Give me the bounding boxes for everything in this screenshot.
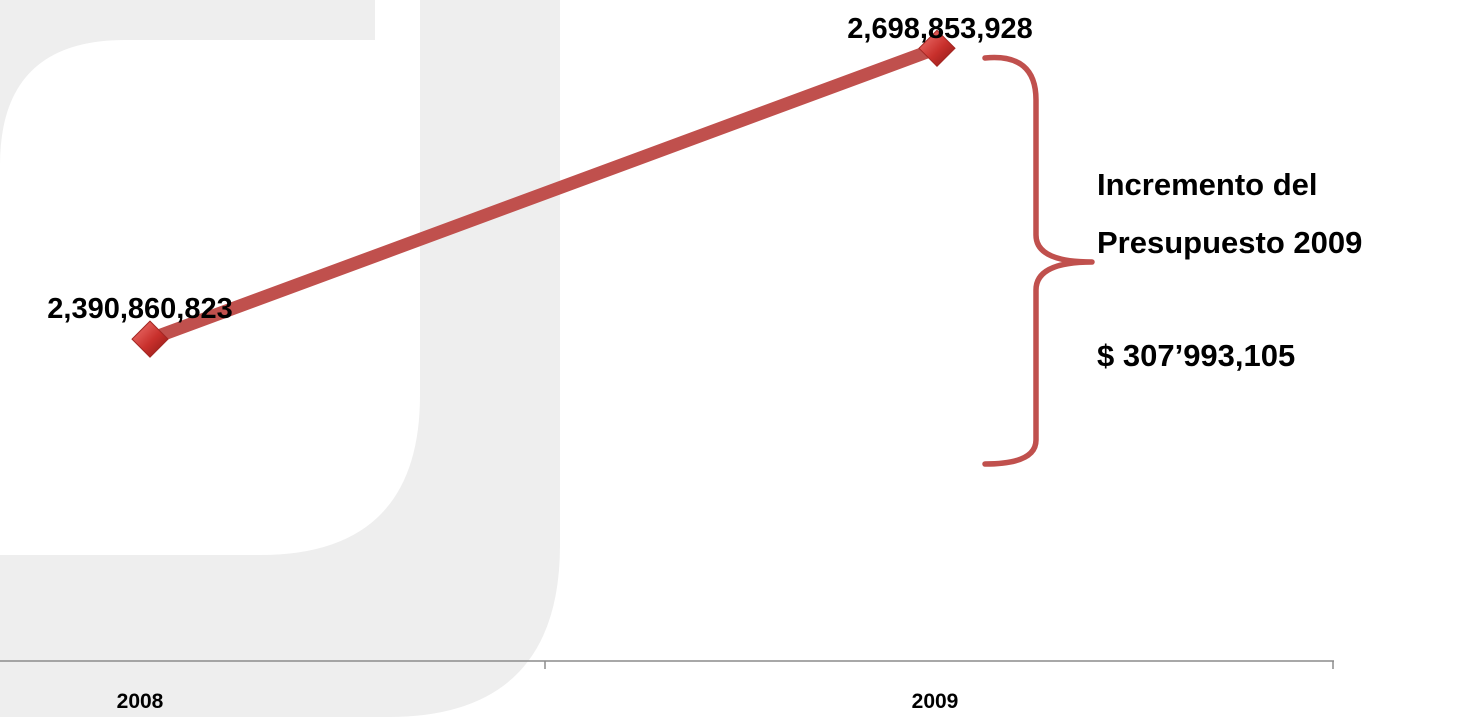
annotation-line-1: Incremento del: [1097, 167, 1318, 202]
data-point-2009-marker: [918, 29, 956, 68]
x-axis: [0, 660, 1334, 669]
series-line: [143, 41, 944, 346]
x-tick-label-2008: 2008: [117, 690, 164, 713]
annotation-line-2: Presupuesto 2009: [1097, 225, 1362, 260]
x-tick-label-2009: 2009: [912, 690, 959, 713]
data-label-2008: 2,390,860,823: [47, 293, 232, 325]
data-point-2008-marker: [131, 320, 169, 358]
annotation-bracket: [982, 54, 1095, 467]
background-watermark: [0, 0, 560, 717]
data-label-2009: 2,698,853,928: [847, 13, 1032, 45]
annotation-amount: $ 307’993,105: [1097, 338, 1295, 373]
